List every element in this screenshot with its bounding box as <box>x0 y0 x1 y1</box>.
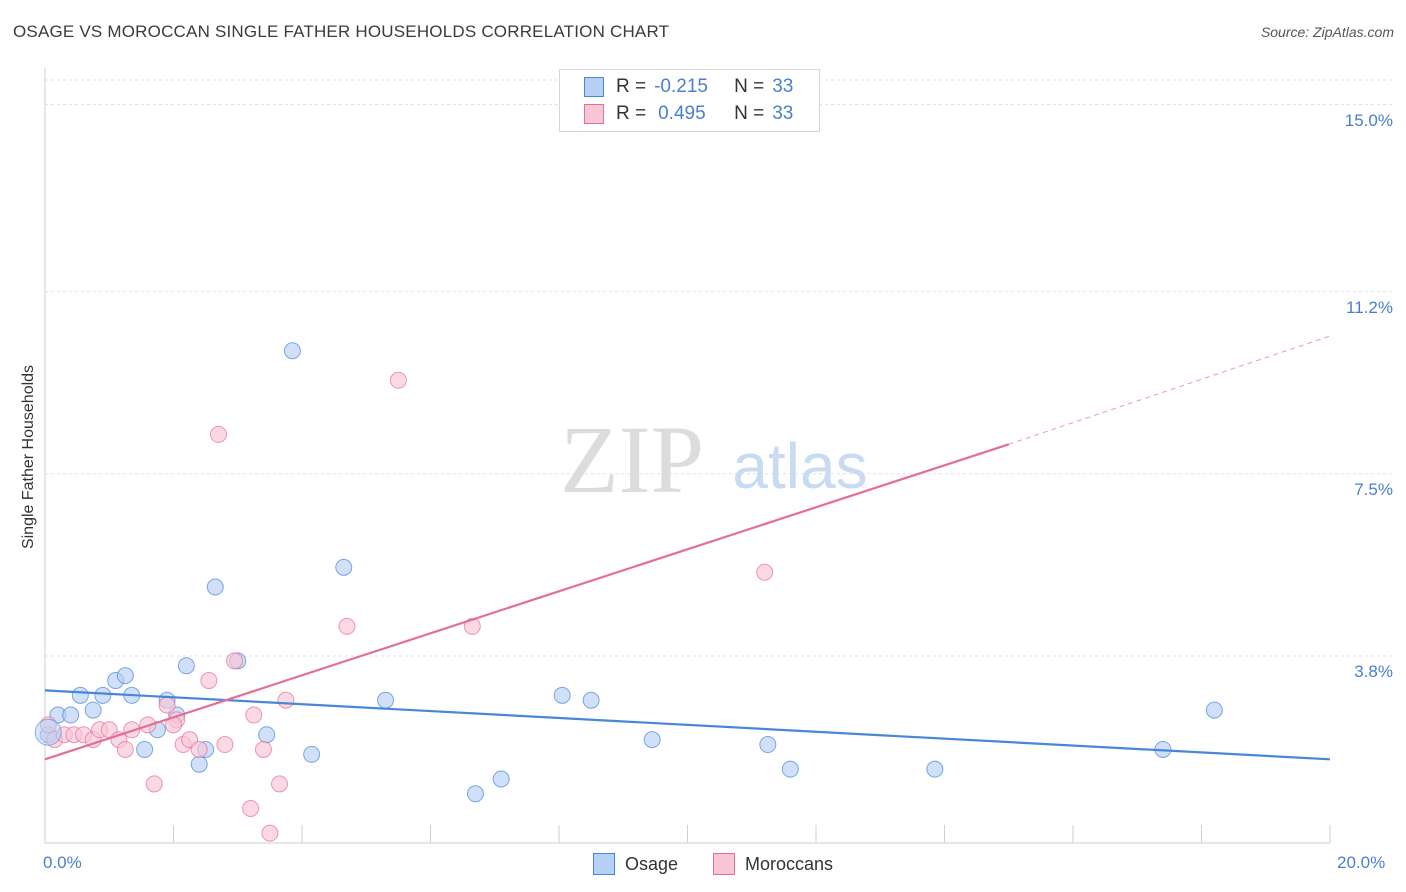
r-value: 0.495 <box>658 103 706 124</box>
moroccans-point <box>145 775 163 793</box>
osage-trend-line <box>44 689 1331 761</box>
y-tick-label: 7.5% <box>1354 479 1393 499</box>
osage-point <box>553 686 571 704</box>
n-label: N = <box>734 76 765 97</box>
x-tick-label-min: 0.0% <box>43 853 82 872</box>
osage-point <box>582 691 600 709</box>
y-tick-label: 11.2% <box>1346 297 1393 317</box>
y-tick-label: 3.8% <box>1354 661 1393 681</box>
data-points <box>34 342 1223 842</box>
moroccans-point <box>338 617 356 635</box>
moroccans-point <box>226 652 244 670</box>
osage-point <box>283 342 301 360</box>
gridlines <box>45 79 1395 657</box>
osage-swatch <box>593 853 615 875</box>
moroccans-point <box>245 706 263 724</box>
axes <box>44 68 1331 844</box>
n-value: 33 <box>772 76 794 97</box>
osage-point <box>1205 701 1223 719</box>
osage-point <box>492 770 510 788</box>
x-tick-label-max: 20.0% <box>1337 853 1386 872</box>
chart-title: OSAGE VS MOROCCAN SINGLE FATHER HOUSEHOL… <box>13 22 670 41</box>
osage-swatch <box>584 77 604 97</box>
moroccans-point <box>389 371 407 389</box>
r-label: R = <box>616 76 647 97</box>
legend-item-moroccans[interactable]: Moroccans <box>713 853 833 875</box>
moroccans-point <box>123 721 141 739</box>
n-value: 33 <box>772 103 794 124</box>
moroccans-point <box>216 736 234 754</box>
source-label: Source: ZipAtlas.com <box>1260 24 1394 40</box>
r-value: -0.215 <box>654 76 708 97</box>
moroccans-point <box>254 740 272 758</box>
osage-point <box>84 701 102 719</box>
osage-point <box>116 667 134 685</box>
moroccans-point <box>209 425 227 443</box>
moroccans-point <box>463 617 481 635</box>
legend-item-osage[interactable]: Osage <box>593 853 678 875</box>
moroccans-point <box>271 775 289 793</box>
watermark-atlas: atlas <box>732 430 867 502</box>
moroccans-point <box>756 563 774 581</box>
osage-point <box>643 731 661 749</box>
r-label: R = <box>616 103 647 124</box>
series-legend: Osage Moroccans <box>0 851 1406 879</box>
osage-point <box>781 760 799 778</box>
moroccans-trend-line <box>44 443 1010 761</box>
osage-point <box>303 745 321 763</box>
osage-point <box>71 686 89 704</box>
moroccans-point <box>190 740 208 758</box>
osage-point <box>377 691 395 709</box>
osage-point <box>177 657 195 675</box>
osage-point <box>759 736 777 754</box>
osage-point <box>34 718 62 746</box>
watermark-zip: ZIP <box>560 406 704 513</box>
osage-point <box>136 740 154 758</box>
legend-label: Osage <box>625 853 679 874</box>
osage-point <box>94 686 112 704</box>
moroccans-point <box>158 696 176 714</box>
moroccans-point <box>116 740 134 758</box>
y-tick-label: 15.0% <box>1344 110 1393 130</box>
stats-row-osage: R = -0.215 N = 33 <box>584 75 793 99</box>
osage-point <box>926 760 944 778</box>
moroccans-swatch <box>713 853 735 875</box>
moroccans-point <box>261 824 279 842</box>
osage-point <box>206 578 224 596</box>
trend-lines <box>44 335 1331 761</box>
legend-label: Moroccans <box>745 853 834 874</box>
stats-row-moroccans: R = 0.495 N = 33 <box>584 102 793 126</box>
stats-legend: R = -0.215 N = 33 R = 0.495 N = 33 <box>559 69 820 132</box>
osage-point <box>62 706 80 724</box>
moroccans-point <box>242 800 260 818</box>
moroccans-point <box>200 672 218 690</box>
osage-point <box>258 726 276 744</box>
osage-point <box>466 785 484 803</box>
osage-point <box>335 558 353 576</box>
moroccans-trend-extension <box>1008 335 1331 445</box>
moroccans-point <box>277 691 295 709</box>
moroccans-swatch <box>584 104 604 124</box>
n-label: N = <box>734 103 765 124</box>
osage-point <box>190 755 208 773</box>
